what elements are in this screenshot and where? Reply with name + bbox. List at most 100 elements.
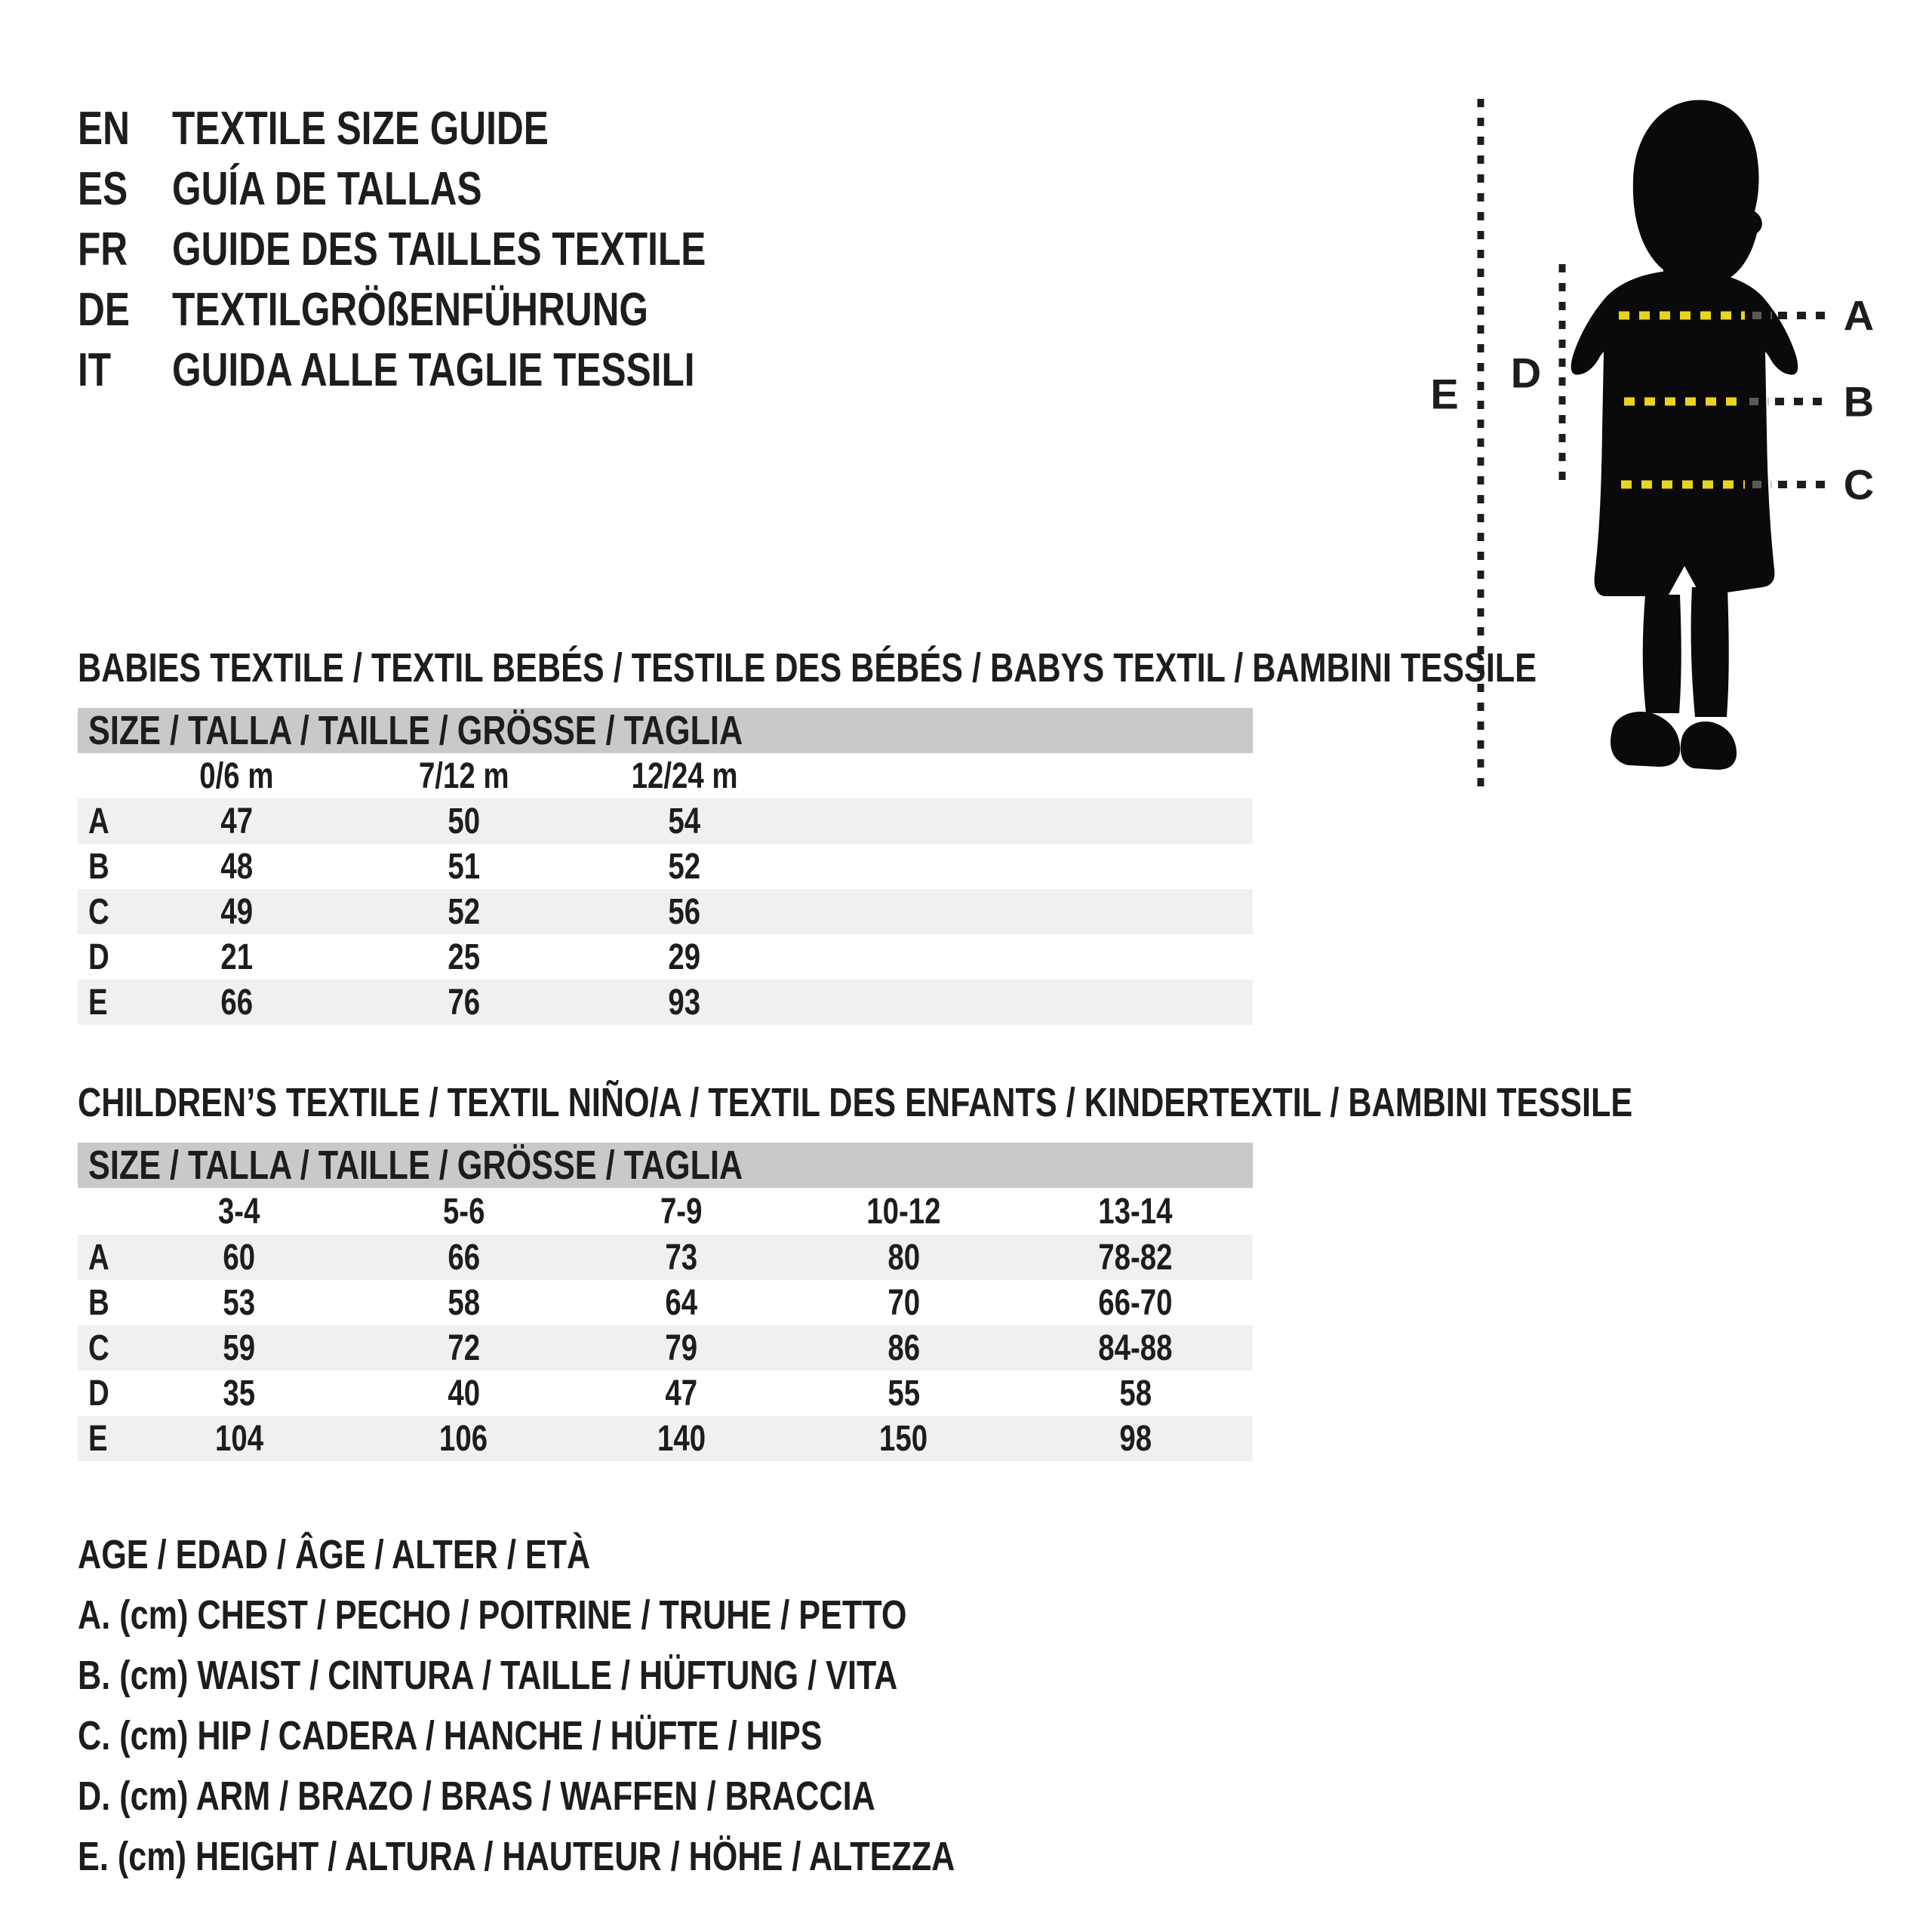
language-code: ES bbox=[78, 162, 128, 215]
table-row: D 35 40 47 55 58 bbox=[78, 1371, 1253, 1416]
children-size-header-bar: SIZE / TALLA / TAILLE / GRÖSSE / TAGLIA bbox=[78, 1143, 1253, 1188]
children-section-title-text: CHILDREN’S TEXTILE / TEXTIL NIÑO/A / TEX… bbox=[78, 1080, 1633, 1125]
cell-value: 58 bbox=[448, 1282, 480, 1323]
silhouette-left-shoe bbox=[1611, 711, 1681, 767]
babies-column-header-row: 0/6 m 7/12 m 12/24 m bbox=[78, 753, 1253, 798]
cell-value: 104 bbox=[214, 1418, 264, 1459]
row-label: C bbox=[88, 891, 109, 932]
cell-value: 66 bbox=[220, 982, 253, 1023]
cell-value: 40 bbox=[448, 1373, 480, 1414]
table-row: C 49 52 56 bbox=[78, 889, 1253, 934]
silhouette-right-leg bbox=[1690, 587, 1729, 717]
babies-size-header-text: SIZE / TALLA / TAILLE / GRÖSSE / TAGLIA bbox=[88, 708, 743, 753]
legend-line-arm: D. (cm) ARM / BRAZO / BRAS / WAFFEN / BR… bbox=[78, 1766, 1174, 1826]
legend-line-waist: B. (cm) WAIST / CINTURA / TAILLE / HÜFTU… bbox=[78, 1645, 1174, 1706]
cell-value: 76 bbox=[448, 982, 481, 1023]
cell-value: 52 bbox=[668, 846, 701, 887]
language-title: GUIDA ALLE TAGLIE TESSILI bbox=[172, 343, 695, 396]
table-row: A 60 66 73 80 78-82 bbox=[78, 1235, 1253, 1280]
legend-line-chest: A. (cm) CHEST / PECHO / POITRINE / TRUHE… bbox=[78, 1585, 1174, 1645]
cell-value: 54 bbox=[668, 801, 701, 841]
cell-value: 51 bbox=[448, 846, 481, 887]
table-row: D 21 25 29 bbox=[78, 934, 1253, 980]
legend-text: D. (cm) ARM / BRAZO / BRAS / WAFFEN / BR… bbox=[78, 1774, 875, 1819]
cell-value: 58 bbox=[1119, 1373, 1152, 1414]
row-label: D bbox=[88, 937, 109, 977]
cell-value: 52 bbox=[448, 891, 481, 932]
children-size-header-text: SIZE / TALLA / TAILLE / GRÖSSE / TAGLIA bbox=[88, 1143, 743, 1188]
children-column-header-row: 3-4 5-6 7-9 10-12 13-14 bbox=[78, 1188, 1253, 1235]
cell-value: 98 bbox=[1119, 1418, 1152, 1459]
cell-value: 47 bbox=[220, 801, 253, 841]
marker-label-e: E bbox=[1430, 371, 1458, 418]
cell-value: 140 bbox=[657, 1418, 706, 1459]
cell-value: 29 bbox=[668, 937, 701, 977]
marker-label-b: B bbox=[1844, 378, 1874, 426]
babies-column-header: 0/6 m bbox=[199, 755, 274, 796]
marker-label-a: A bbox=[1844, 292, 1874, 340]
cell-value: 70 bbox=[888, 1282, 920, 1323]
cell-value: 35 bbox=[223, 1373, 256, 1414]
language-title-block: EN TEXTILE SIZE GUIDE ES GUÍA DE TALLAS … bbox=[78, 98, 839, 400]
language-title: TEXTILE SIZE GUIDE bbox=[172, 102, 549, 155]
silhouette-torso bbox=[1571, 270, 1798, 596]
legend-text: E. (cm) HEIGHT / ALTURA / HAUTEUR / HÖHE… bbox=[78, 1834, 955, 1879]
row-label: C bbox=[88, 1327, 109, 1368]
cell-value: 79 bbox=[665, 1327, 698, 1368]
cell-value: 55 bbox=[888, 1373, 920, 1414]
language-code: DE bbox=[78, 283, 130, 336]
cell-value: 80 bbox=[888, 1237, 920, 1278]
cell-value: 50 bbox=[448, 801, 481, 841]
measure-line-c: C bbox=[1621, 461, 1874, 509]
babies-section-title-text: BABIES TEXTILE / TEXTIL BEBÉS / TESTILE … bbox=[78, 645, 1537, 691]
table-row: C 59 72 79 86 84-88 bbox=[78, 1325, 1253, 1371]
marker-label-c: C bbox=[1844, 461, 1874, 509]
children-column-header: 7-9 bbox=[660, 1191, 703, 1232]
legend-line-age: AGE / EDAD / ÂGE / ALTER / ETÀ bbox=[78, 1524, 1174, 1585]
language-row-en: EN TEXTILE SIZE GUIDE bbox=[78, 98, 839, 158]
marker-label-d: D bbox=[1511, 349, 1541, 397]
cell-value: 59 bbox=[223, 1327, 256, 1368]
measurement-legend: AGE / EDAD / ÂGE / ALTER / ETÀ A. (cm) C… bbox=[78, 1524, 1174, 1887]
babies-section-title: BABIES TEXTILE / TEXTIL BEBÉS / TESTILE … bbox=[78, 641, 1901, 694]
children-column-header: 10-12 bbox=[866, 1191, 941, 1232]
row-label: E bbox=[88, 982, 108, 1023]
cell-value: 60 bbox=[223, 1237, 256, 1278]
cell-value: 73 bbox=[665, 1237, 698, 1278]
table-row: E 104 106 140 150 98 bbox=[78, 1416, 1253, 1461]
language-row-de: DE TEXTILGRÖßENFÜHRUNG bbox=[78, 279, 839, 340]
cell-value: 25 bbox=[448, 937, 481, 977]
cell-value: 48 bbox=[220, 846, 253, 887]
child-silhouette-diagram: A B C D E bbox=[1430, 99, 1874, 789]
row-label: A bbox=[88, 1237, 109, 1278]
table-row: B 48 51 52 bbox=[78, 844, 1253, 889]
legend-text: AGE / EDAD / ÂGE / ALTER / ETÀ bbox=[78, 1532, 591, 1577]
children-column-header: 5-6 bbox=[442, 1191, 485, 1232]
language-title: GUÍA DE TALLAS bbox=[172, 162, 482, 215]
babies-column-header: 7/12 m bbox=[419, 755, 509, 796]
children-column-header: 13-14 bbox=[1098, 1191, 1173, 1232]
language-title: TEXTILGRÖßENFÜHRUNG bbox=[172, 283, 648, 336]
row-label: D bbox=[88, 1373, 109, 1414]
language-row-it: IT GUIDA ALLE TAGLIE TESSILI bbox=[78, 340, 839, 400]
cell-value: 47 bbox=[665, 1373, 698, 1414]
cell-value: 93 bbox=[668, 982, 701, 1023]
cell-value: 64 bbox=[665, 1282, 698, 1323]
children-section-title: CHILDREN’S TEXTILE / TEXTIL NIÑO/A / TEX… bbox=[78, 1076, 1932, 1129]
cell-value: 21 bbox=[220, 937, 253, 977]
silhouette-right-shoe bbox=[1680, 721, 1737, 770]
row-label: B bbox=[88, 846, 109, 887]
legend-text: C. (cm) HIP / CADERA / HANCHE / HÜFTE / … bbox=[78, 1713, 823, 1758]
table-row: B 53 58 64 70 66-70 bbox=[78, 1280, 1253, 1325]
cell-value: 56 bbox=[668, 891, 701, 932]
language-row-fr: FR GUIDE DES TAILLES TEXTILE bbox=[78, 219, 839, 279]
cell-value: 84-88 bbox=[1098, 1327, 1173, 1368]
table-row: A 47 50 54 bbox=[78, 798, 1253, 844]
silhouette-left-leg bbox=[1642, 595, 1681, 713]
measure-line-b: B bbox=[1624, 378, 1874, 426]
babies-size-header-bar: SIZE / TALLA / TAILLE / GRÖSSE / TAGLIA bbox=[78, 708, 1253, 753]
language-title: GUIDE DES TAILLES TEXTILE bbox=[172, 223, 706, 275]
cell-value: 53 bbox=[223, 1282, 256, 1323]
cell-value: 49 bbox=[220, 891, 253, 932]
